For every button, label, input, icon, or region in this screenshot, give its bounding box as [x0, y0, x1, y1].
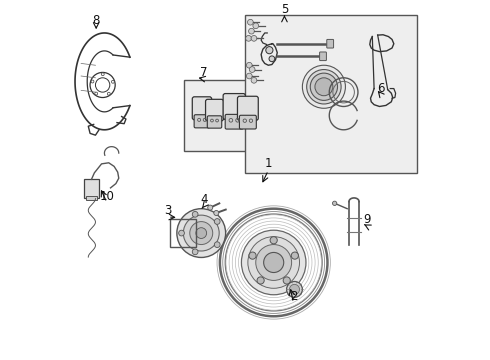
Circle shape — [247, 19, 253, 25]
Text: 5: 5 — [281, 3, 288, 16]
FancyBboxPatch shape — [194, 115, 210, 128]
Circle shape — [251, 77, 257, 83]
Circle shape — [246, 62, 252, 68]
Circle shape — [249, 67, 255, 72]
Text: 3: 3 — [164, 204, 171, 217]
Circle shape — [315, 78, 333, 96]
Bar — [184, 80, 263, 151]
Circle shape — [264, 252, 284, 273]
Circle shape — [208, 205, 213, 210]
Circle shape — [190, 222, 213, 244]
FancyBboxPatch shape — [205, 99, 223, 121]
FancyBboxPatch shape — [240, 115, 256, 129]
Circle shape — [214, 219, 220, 224]
Circle shape — [214, 211, 219, 216]
Circle shape — [290, 284, 299, 294]
Circle shape — [269, 56, 275, 62]
Circle shape — [302, 65, 345, 108]
Circle shape — [291, 252, 298, 259]
Circle shape — [283, 277, 291, 284]
Circle shape — [196, 228, 207, 238]
Circle shape — [214, 242, 220, 248]
Circle shape — [287, 282, 302, 297]
Circle shape — [177, 209, 225, 257]
Circle shape — [248, 28, 254, 34]
Text: 9: 9 — [363, 213, 370, 226]
Circle shape — [192, 249, 198, 255]
FancyBboxPatch shape — [327, 40, 334, 48]
Circle shape — [183, 215, 219, 251]
FancyBboxPatch shape — [207, 116, 222, 128]
Bar — [84, 179, 98, 198]
Circle shape — [248, 237, 299, 288]
Circle shape — [266, 46, 273, 54]
Circle shape — [257, 277, 264, 284]
FancyBboxPatch shape — [319, 52, 326, 60]
Circle shape — [256, 244, 292, 280]
Circle shape — [253, 23, 259, 29]
Circle shape — [192, 211, 198, 217]
Bar — [245, 15, 417, 173]
Circle shape — [270, 237, 277, 244]
Circle shape — [246, 73, 252, 79]
Text: 1: 1 — [265, 157, 272, 170]
FancyBboxPatch shape — [225, 114, 244, 129]
Text: 4: 4 — [200, 193, 207, 206]
Text: 6: 6 — [377, 82, 385, 95]
Circle shape — [307, 69, 341, 104]
Bar — [170, 219, 196, 247]
Text: 2: 2 — [290, 290, 297, 303]
Circle shape — [251, 36, 257, 41]
Circle shape — [242, 230, 306, 295]
FancyBboxPatch shape — [238, 96, 258, 120]
Circle shape — [249, 252, 256, 259]
FancyBboxPatch shape — [192, 97, 212, 120]
Text: 8: 8 — [93, 14, 100, 27]
Circle shape — [310, 73, 338, 100]
Circle shape — [245, 36, 251, 41]
FancyBboxPatch shape — [223, 94, 245, 120]
Text: 7: 7 — [200, 66, 207, 79]
Circle shape — [333, 201, 337, 206]
Circle shape — [179, 230, 184, 236]
Text: 10: 10 — [99, 190, 114, 203]
Bar — [86, 196, 97, 200]
